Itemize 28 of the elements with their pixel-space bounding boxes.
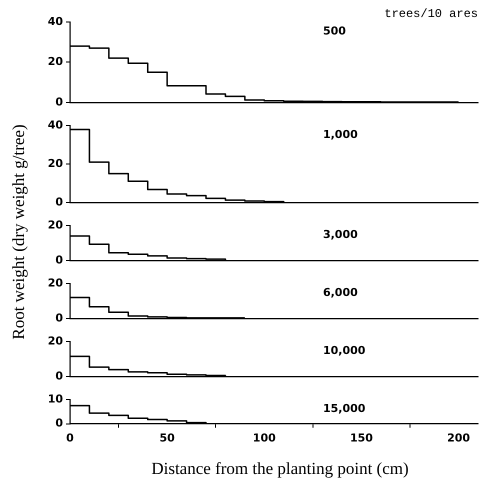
chart-title: 3,000 — [322, 228, 358, 241]
y-tick-label: 40 — [48, 118, 64, 132]
y-tick-label: 20 — [48, 276, 64, 290]
text: trees/10 ares — [384, 7, 478, 22]
y-tick-label: 0 — [55, 369, 64, 382]
x-tick-label: 50 — [159, 431, 176, 444]
y-tick-label: 0 — [55, 95, 64, 108]
x-tick-label: 100 — [252, 431, 276, 444]
y-tick-label: 10 — [48, 392, 64, 406]
y-tick-label: 40 — [48, 14, 64, 28]
y-tick-label: 20 — [48, 218, 64, 232]
y-axis-title: Root weight (dry weight g/tree) — [9, 124, 29, 340]
y-tick-label: 0 — [55, 416, 64, 430]
y-tick-label: 0 — [55, 311, 64, 324]
x-axis-title: Distance from the planting point (cm) — [150, 459, 410, 479]
y-tick-label: 20 — [48, 156, 64, 170]
y-tick-label: 20 — [48, 55, 64, 68]
x-tick-label: 200 — [447, 431, 470, 444]
chart-title: 15,000 — [322, 402, 366, 415]
chart-title: 6,000 — [322, 286, 358, 299]
chart-title: 10,000 — [322, 344, 366, 357]
x-tick-label: 0 — [66, 431, 74, 444]
y-tick-label: 0 — [55, 195, 64, 208]
chart-title: 1,000 — [322, 128, 358, 141]
x-tick-label: 150 — [350, 431, 374, 444]
y-tick-label: 20 — [48, 334, 64, 348]
y-tick-label: 0 — [55, 253, 64, 266]
chart-title: 500 — [322, 24, 346, 38]
